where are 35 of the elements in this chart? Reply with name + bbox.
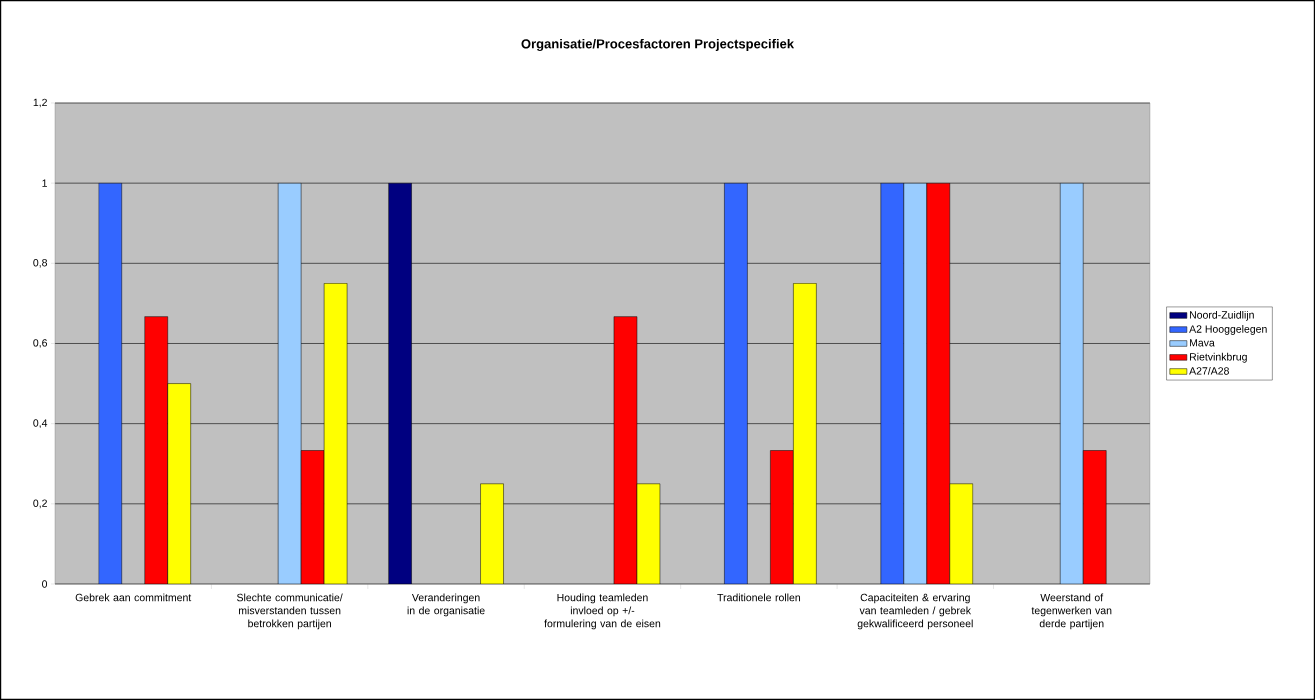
x-tick-label: Houding teamleden invloed op +/- formulering van de eisen (544, 593, 661, 630)
x-tick-label: Gebrek aan commitment (75, 593, 192, 602)
y-tick-label: 0,6 (33, 339, 48, 348)
bar (636, 483, 661, 584)
legend-label: Rietvinkbrug (1189, 352, 1247, 363)
legend-label: Noord-Zuidlijn (1189, 310, 1254, 321)
bar (277, 182, 302, 584)
y-tick-label: 1,2 (33, 98, 47, 108)
y-tick-label: 0,4 (33, 419, 48, 428)
x-tick-label: Veranderingen in de organisatie (407, 593, 485, 617)
bar (1082, 450, 1107, 584)
bar (300, 450, 325, 584)
bar (793, 283, 817, 584)
legend-label: Mava (1189, 339, 1215, 347)
y-tick-label: 0,8 (33, 258, 48, 268)
chart-title: Organisatie/Procesfactoren Projectspecifiek (521, 38, 795, 52)
bar (770, 450, 794, 584)
bar (926, 182, 951, 584)
bar (949, 483, 974, 584)
x-tick-label: Capaciteiten & ervaring van teamleden / gebrek gekwalificeerd personeel (857, 593, 973, 630)
bar (613, 316, 638, 584)
y-tick-label: 0,2 (33, 499, 47, 509)
bar (1059, 182, 1084, 584)
legend-label: A2 Hooggelegen (1189, 325, 1267, 335)
bar (480, 483, 504, 584)
bar (323, 283, 348, 584)
bar (167, 383, 191, 584)
bar (903, 182, 928, 584)
y-tick-label: 0 (42, 580, 48, 588)
bar (144, 316, 168, 584)
x-tick-label: Weerstand of tegenwerken van derde partijen (1031, 593, 1112, 630)
x-tick-label: Traditionele rollen (717, 593, 801, 602)
legend-label: A27/A28 (1189, 366, 1229, 375)
y-tick-label: 1 (42, 179, 47, 187)
x-tick-label: Slechte communicatie/ misverstanden tussen betrokken partijen (237, 593, 343, 630)
